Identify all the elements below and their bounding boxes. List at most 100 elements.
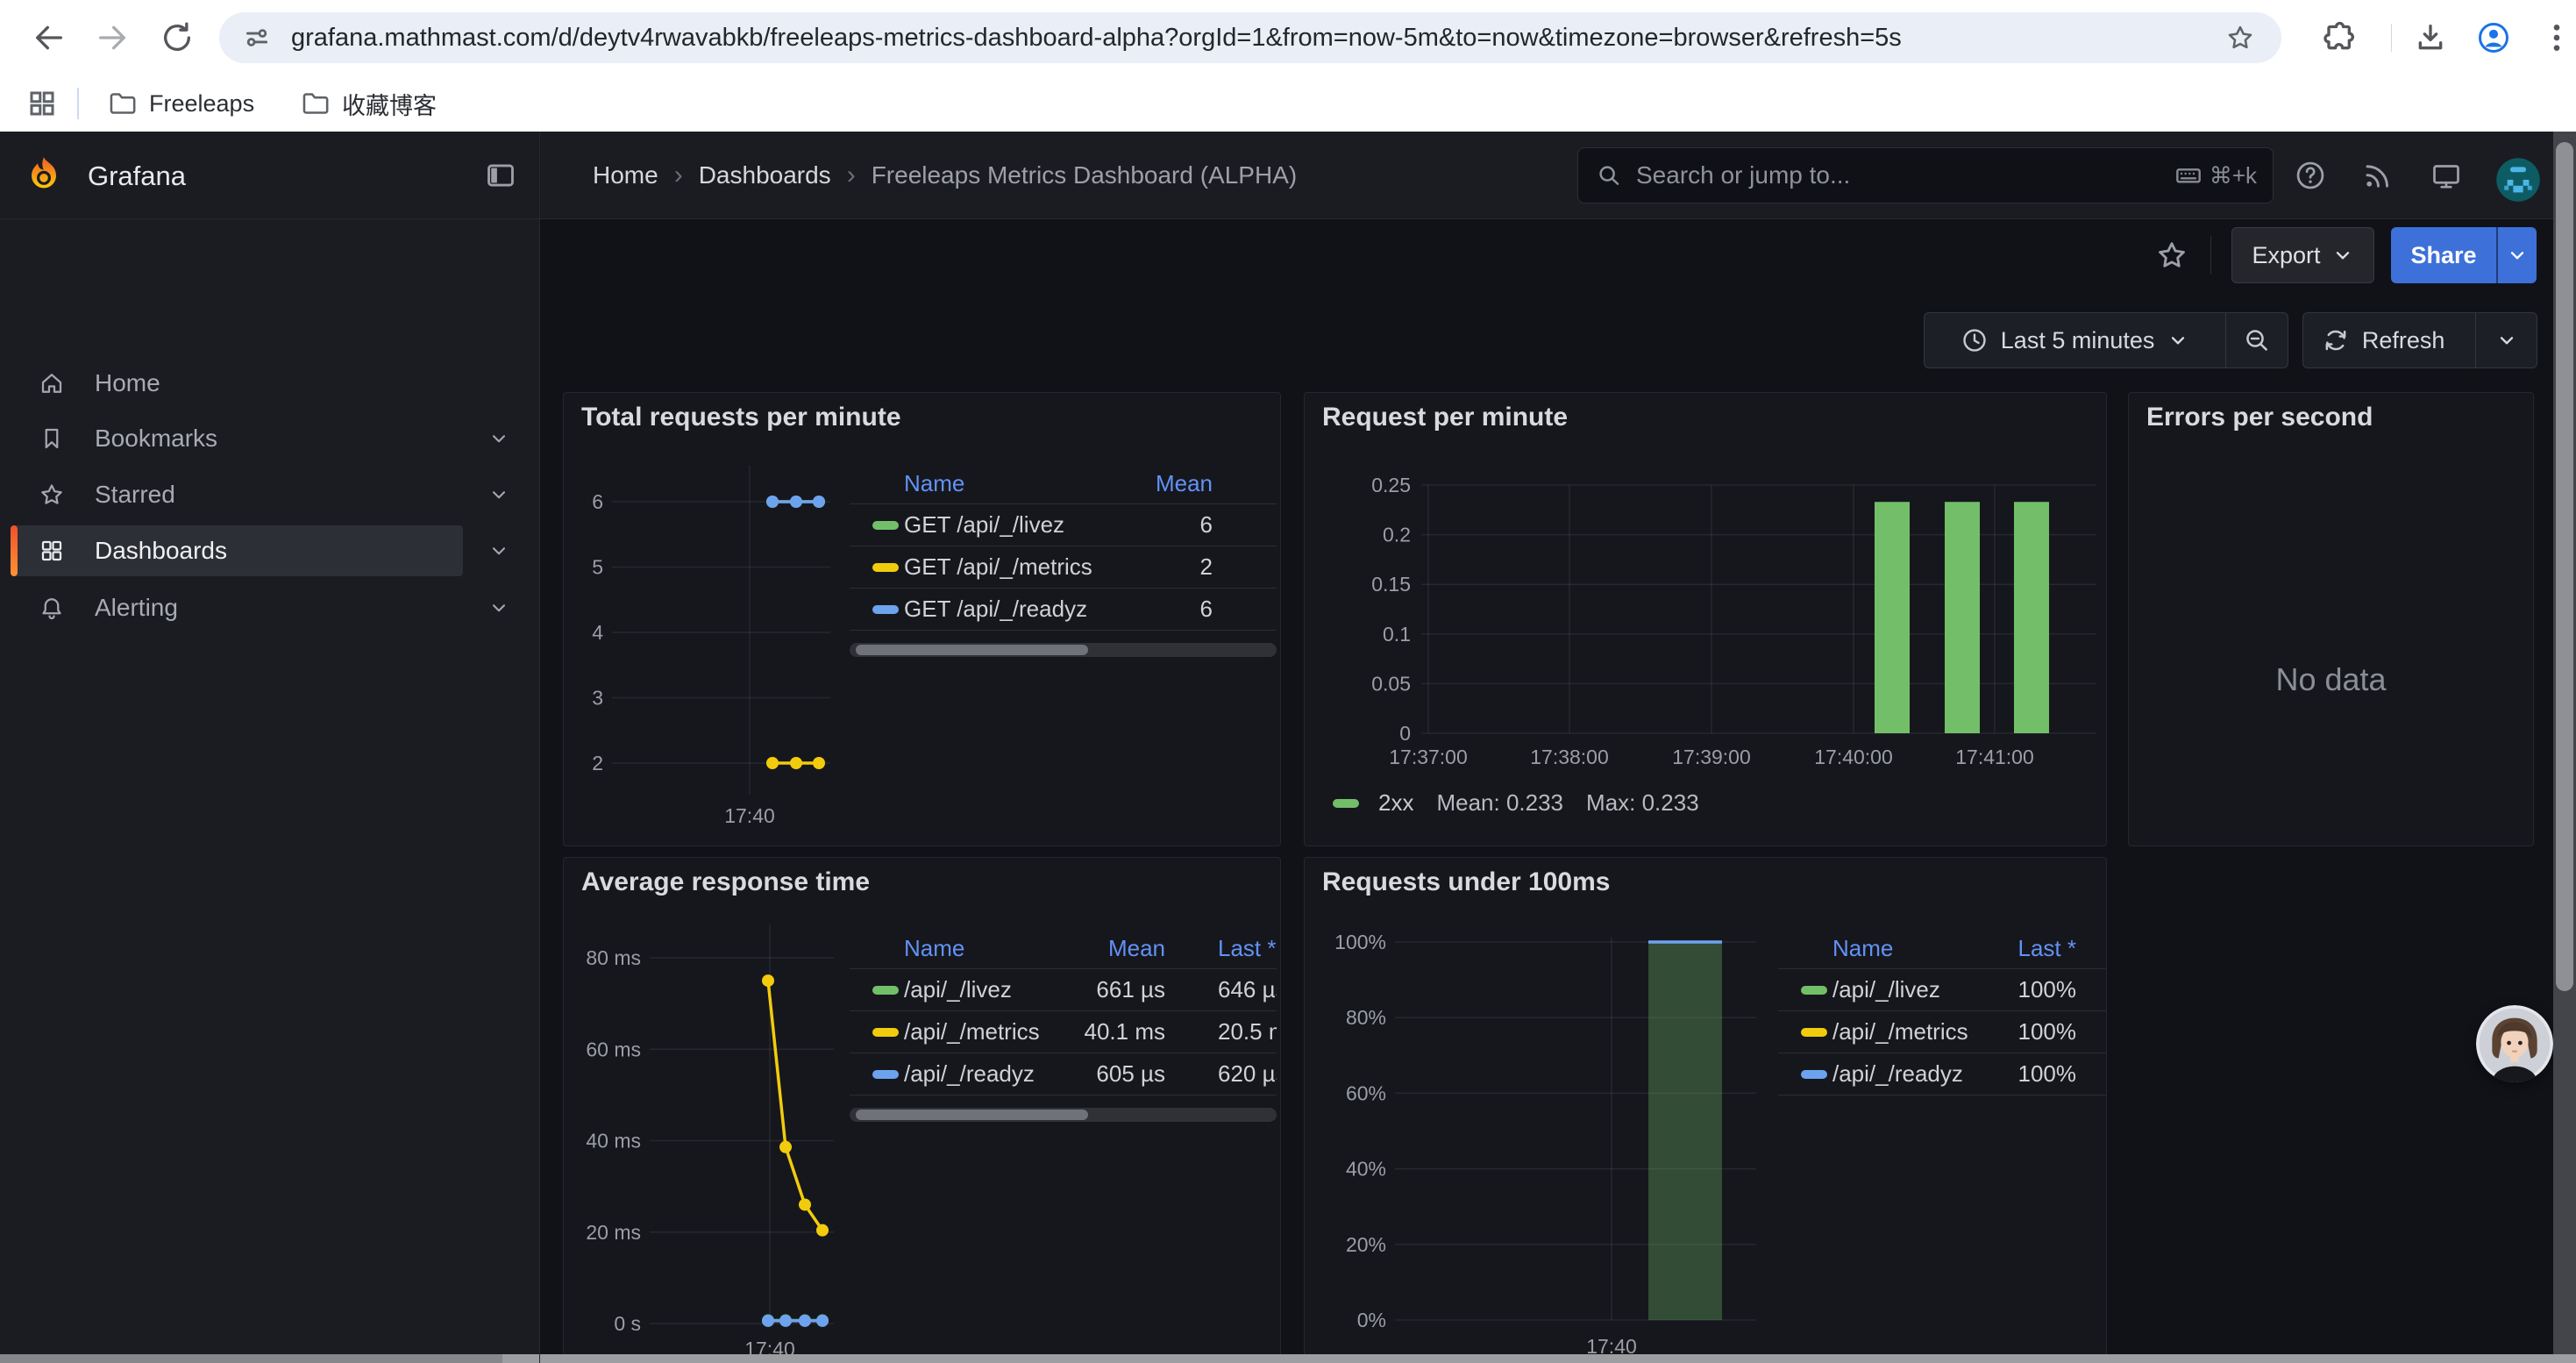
zoom-out-icon <box>2243 326 2271 354</box>
svg-text:17:40: 17:40 <box>724 804 775 827</box>
refresh-interval-button[interactable] <box>2475 313 2537 368</box>
grafana-logo-icon[interactable] <box>23 154 65 196</box>
svg-text:0.25: 0.25 <box>1371 474 1411 496</box>
chevron-down-icon[interactable] <box>487 596 510 619</box>
sidebar-item-label: Starred <box>95 481 175 509</box>
svg-text:17:38:00: 17:38:00 <box>1530 746 1609 768</box>
panel-title[interactable]: Request per minute <box>1322 403 1568 432</box>
bookmark-folder[interactable]: Freeleaps <box>91 82 270 125</box>
breadcrumb-dashboards[interactable]: Dashboards <box>699 161 831 189</box>
url-bar[interactable]: grafana.mathmast.com/d/deytv4rwavabkb/fr… <box>219 12 2281 63</box>
zoom-out-button[interactable] <box>2225 313 2288 368</box>
download-icon[interactable] <box>2413 20 2448 55</box>
legend-header: NameLast * <box>1778 928 2106 969</box>
kiosk-monitor-icon[interactable] <box>2430 160 2462 191</box>
panel-header: Errors per second <box>2129 393 2533 442</box>
svg-text:0.1: 0.1 <box>1383 623 1411 646</box>
vertical-scrollbar-thumb[interactable] <box>2556 142 2573 991</box>
sidebar-item-label: Home <box>95 369 160 397</box>
svg-text:17:39:00: 17:39:00 <box>1672 746 1751 768</box>
time-range-picker[interactable]: Last 5 minutes <box>1925 313 2225 368</box>
export-button[interactable]: Export <box>2231 227 2374 283</box>
share-label: Share <box>2410 242 2476 269</box>
legend-value: 6 <box>850 589 1213 630</box>
panel-body: 0%20%40%60%80%100%17:40NameLast */api/_/… <box>1305 907 2106 1363</box>
url-text[interactable]: grafana.mathmast.com/d/deytv4rwavabkb/fr… <box>291 24 2225 53</box>
time-range-group: Last 5 minutes <box>1924 312 2288 368</box>
horizontal-scrollbar-thumb[interactable] <box>502 1354 2576 1363</box>
legend-row: /api/_/metrics100% <box>1778 1011 2106 1053</box>
forward-icon[interactable] <box>95 20 130 55</box>
reload-icon[interactable] <box>160 20 195 55</box>
search-input[interactable]: Search or jump to... ⌘+k <box>1577 147 2274 203</box>
profile-icon[interactable] <box>2476 20 2511 55</box>
svg-text:5: 5 <box>592 556 603 579</box>
sidebar-item-alerting[interactable]: Alerting <box>11 582 463 633</box>
panel-title[interactable]: Errors per second <box>2146 403 2373 432</box>
breadcrumb-home[interactable]: Home <box>593 161 658 189</box>
legend-scrollbar[interactable] <box>850 1108 1277 1122</box>
panel-average-response-time: Average response time0 s20 ms40 ms60 ms8… <box>563 857 1281 1363</box>
share-main[interactable]: Share <box>2391 227 2496 283</box>
refresh-group: Refresh <box>2302 312 2537 368</box>
legend-column-last[interactable]: Last * <box>1218 928 1277 968</box>
screen: grafana.mathmast.com/d/deytv4rwavabkb/fr… <box>0 0 2576 1363</box>
favorite-star-icon[interactable] <box>2155 239 2188 272</box>
bookmark-page-star-icon[interactable] <box>2225 23 2255 53</box>
svg-text:17:41:00: 17:41:00 <box>1955 746 2034 768</box>
dock-sidebar-icon[interactable] <box>484 159 517 192</box>
svg-text:0.15: 0.15 <box>1371 573 1411 596</box>
extensions-icon[interactable] <box>2320 20 2355 55</box>
svg-text:20 ms: 20 ms <box>586 1221 641 1244</box>
sidebar-item-home[interactable]: Home <box>11 358 463 409</box>
legend-column-mean[interactable]: Mean <box>850 928 1165 968</box>
legend-value: 6 <box>850 504 1213 546</box>
legend-series-name[interactable]: 2xx <box>1378 789 1413 817</box>
bookmark-label: Freeleaps <box>149 90 254 118</box>
news-rss-icon[interactable] <box>2362 160 2394 191</box>
sidebar-item-starred[interactable]: Starred <box>11 469 463 520</box>
chevron-down-icon[interactable] <box>487 483 510 506</box>
sidebar-item-dashboards[interactable]: Dashboards <box>11 525 463 576</box>
chart-area[interactable]: 00.050.10.150.20.2517:37:0017:38:0017:39… <box>1305 442 2106 846</box>
svg-text:0.2: 0.2 <box>1383 524 1411 546</box>
apps-grid-icon[interactable] <box>26 88 58 119</box>
legend-scrollbar[interactable] <box>850 643 1277 657</box>
bookmark-folder[interactable]: 收藏博客 <box>284 82 452 125</box>
star-icon <box>39 482 65 508</box>
svg-text:20%: 20% <box>1346 1233 1386 1256</box>
panel-errors-per-second: Errors per secondNo data <box>2128 392 2534 846</box>
svg-text:0.05: 0.05 <box>1371 672 1411 695</box>
site-settings-icon[interactable] <box>242 23 272 53</box>
legend-value: 646 µs <box>1218 969 1277 1010</box>
panel-title[interactable]: Total requests per minute <box>581 403 901 432</box>
help-icon[interactable] <box>2295 160 2326 191</box>
search-shortcut: ⌘+k <box>2210 162 2257 189</box>
chevron-down-icon[interactable] <box>487 427 510 450</box>
user-avatar[interactable] <box>2494 156 2542 203</box>
legend-column-last[interactable]: Last * <box>1778 928 2076 968</box>
series-legend[interactable]: 2xxMean: 0.233Max: 0.233 <box>1333 789 1699 817</box>
panel-title[interactable]: Average response time <box>581 867 870 897</box>
share-menu-button[interactable] <box>2496 227 2537 283</box>
horizontal-scrollbar[interactable] <box>0 1354 2576 1363</box>
svg-text:80%: 80% <box>1346 1006 1386 1029</box>
svg-text:100%: 100% <box>1334 931 1386 953</box>
grafana-brand[interactable]: Grafana <box>88 161 186 192</box>
svg-text:0 s: 0 s <box>614 1312 641 1335</box>
refresh-button[interactable]: Refresh <box>2303 313 2475 368</box>
back-icon[interactable] <box>32 20 67 55</box>
chrome-menu-icon[interactable] <box>2539 20 2574 55</box>
panel-title[interactable]: Requests under 100ms <box>1322 867 1610 897</box>
legend-row: /api/_/metrics40.1 ms20.5 ms <box>850 1011 1277 1053</box>
share-button[interactable]: Share <box>2391 227 2537 283</box>
chevron-down-icon <box>2506 244 2529 267</box>
browser-toolbar: grafana.mathmast.com/d/deytv4rwavabkb/fr… <box>0 0 2576 75</box>
bookmarks-bar: Freeleaps 收藏博客 <box>0 75 2576 132</box>
sidebar-item-label: Dashboards <box>95 537 227 565</box>
legend-column-mean[interactable]: Mean <box>850 463 1213 503</box>
chevron-down-icon[interactable] <box>487 539 510 562</box>
legend-row: /api/_/livez661 µs646 µs <box>850 969 1277 1011</box>
assistant-avatar[interactable] <box>2476 1005 2553 1082</box>
sidebar-item-bookmarks[interactable]: Bookmarks <box>11 413 463 464</box>
